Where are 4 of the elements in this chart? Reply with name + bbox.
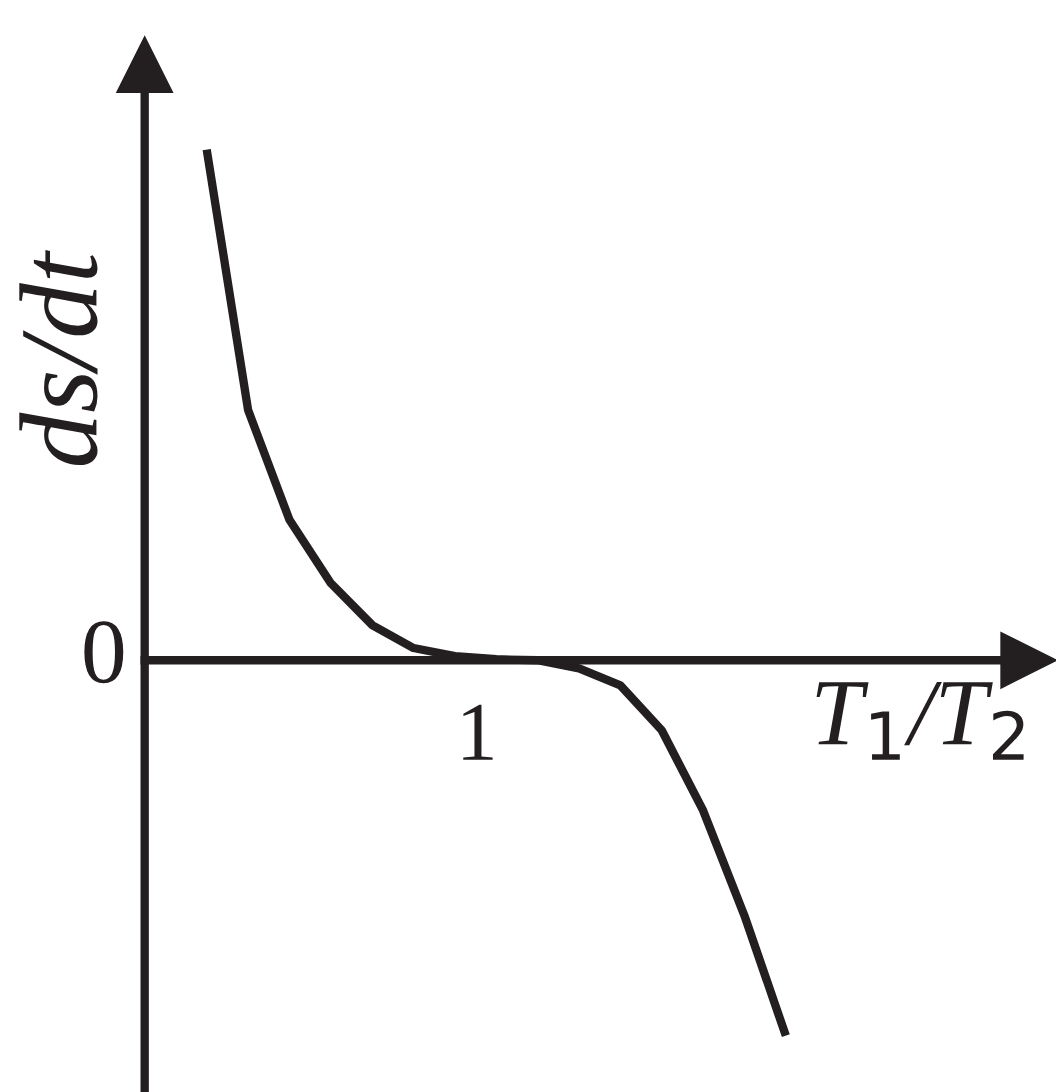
text: 0 bbox=[84, 621, 124, 684]
y-axis-title: ds/dt bbox=[19, 250, 98, 466]
x-axis-title: T$_{1}$/T$_{2}$ bbox=[816, 681, 1024, 760]
annotation: 1 bbox=[463, 704, 493, 760]
